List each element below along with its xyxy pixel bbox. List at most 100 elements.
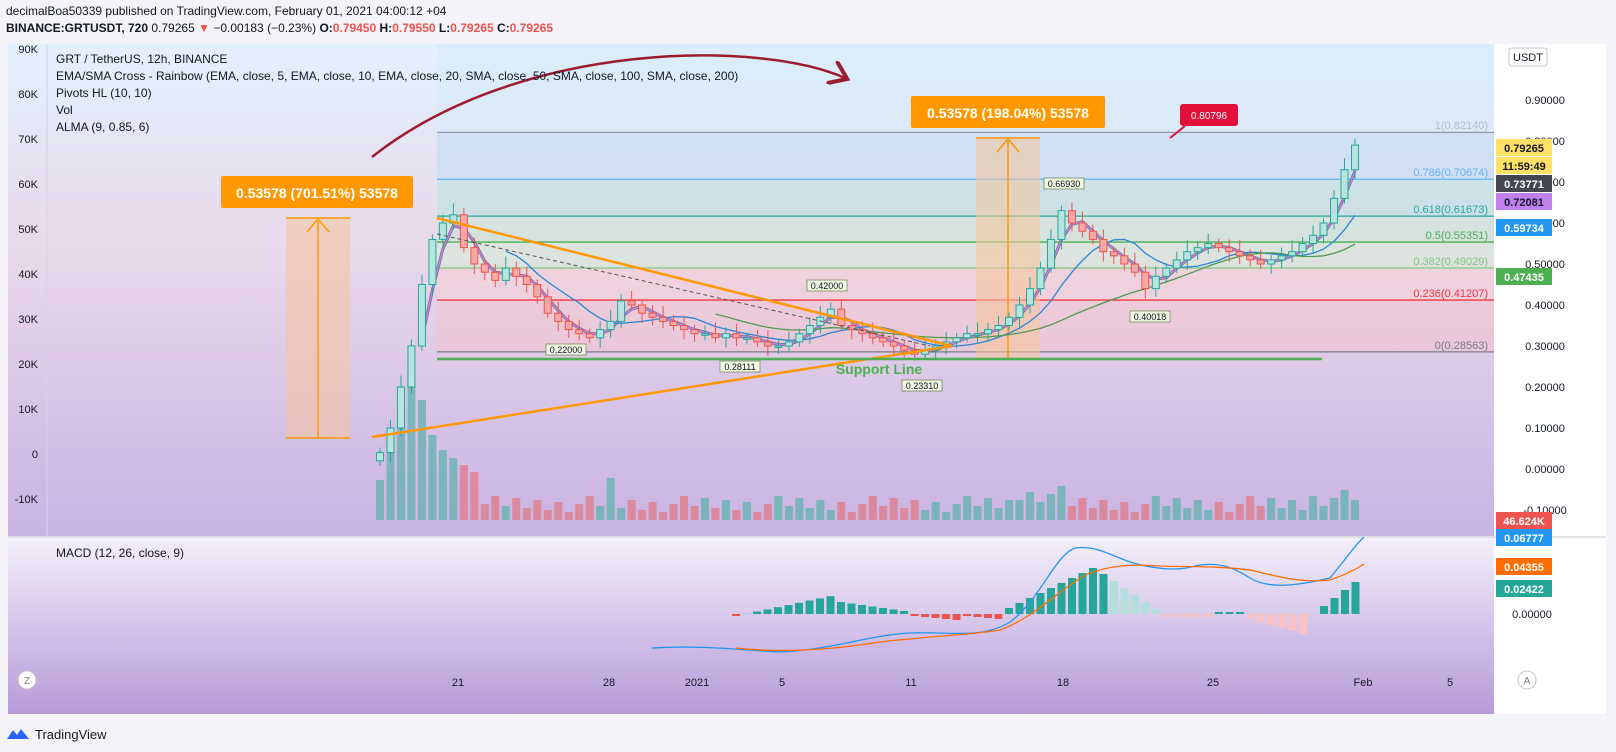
macd-histogram-bar xyxy=(1236,612,1244,614)
volume-bar xyxy=(763,504,772,520)
currency-button[interactable] xyxy=(1508,47,1548,67)
candle-body xyxy=(533,284,542,298)
price-tag-box xyxy=(1496,139,1552,156)
volume-bar xyxy=(1351,500,1359,520)
candle-body xyxy=(1078,222,1087,232)
open-value: 0.79450 xyxy=(332,21,377,35)
volume-bar xyxy=(984,498,993,520)
publish-info: decimalBoa50339 published on TradingView… xyxy=(6,4,447,18)
candle-body xyxy=(721,333,730,339)
legend-alma[interactable]: ALMA (9, 0.85, 6) xyxy=(56,120,149,134)
candle-body xyxy=(659,316,668,322)
brand-footer[interactable]: TradingView xyxy=(6,724,107,744)
macd-histogram-bar xyxy=(1330,598,1339,614)
range-label-1-box[interactable] xyxy=(221,176,413,208)
volume-bar xyxy=(1309,496,1318,520)
volume-bar xyxy=(1026,492,1034,520)
pivot-high-2: 0.42000 xyxy=(811,281,844,291)
low-value: 0.79265 xyxy=(450,21,494,35)
volume-bar xyxy=(1298,510,1307,520)
pivot-low-3: 0.23310 xyxy=(906,381,939,391)
volume-bar xyxy=(910,500,919,520)
macd-histogram-bar xyxy=(1215,612,1223,614)
macd-histogram-bar xyxy=(795,602,803,614)
macd-histogram-bar xyxy=(1005,608,1013,614)
time-axis-tick: 11 xyxy=(905,677,916,689)
macd-histogram-bar xyxy=(774,607,782,614)
range-label-1: 0.53578 (701.51%) 53578 xyxy=(236,185,398,201)
volume-bar xyxy=(491,496,500,520)
legend-title: GRT / TetherUS, 12h, BINANCE xyxy=(56,52,227,66)
candle-body xyxy=(1246,255,1255,261)
macd-axis-tick: 0.00000 xyxy=(1512,609,1552,621)
volume-bar xyxy=(659,512,668,520)
left-axis-tick: -10K xyxy=(15,494,39,506)
zoom-reset-button[interactable] xyxy=(17,670,37,690)
legend-ema-sma[interactable]: EMA/SMA Cross - Rainbow (EMA, close, 5, … xyxy=(56,69,738,83)
volume-bar xyxy=(952,504,961,520)
volume-bar xyxy=(1141,504,1150,520)
candle-body xyxy=(606,320,615,331)
candle-body xyxy=(1309,234,1318,245)
candle-body xyxy=(1330,197,1339,224)
volume-bar xyxy=(596,506,605,520)
range-label-2-box[interactable] xyxy=(911,96,1105,128)
macd-histogram-bar xyxy=(931,614,940,618)
candle-body xyxy=(1298,243,1307,253)
macd-legend[interactable]: MACD (12, 26, close, 9) xyxy=(56,546,184,560)
macd-histogram-bar xyxy=(879,608,887,614)
macd-histogram-bar xyxy=(826,596,835,614)
macd-histogram-bar xyxy=(1225,612,1234,614)
candle-body xyxy=(459,214,468,249)
macd-histogram-bar xyxy=(1299,614,1307,634)
volume-bar xyxy=(1214,502,1223,520)
price-tag-label: 11:59:49 xyxy=(1502,161,1545,173)
price-note-pointer xyxy=(1169,125,1186,139)
left-axis-tick: 70K xyxy=(18,134,38,146)
candle-body xyxy=(1277,255,1286,261)
volume-bar xyxy=(1246,496,1255,520)
fib-zone-0.236 xyxy=(437,300,1494,352)
macd-histogram-bar xyxy=(1341,590,1349,614)
macd-histogram-bar xyxy=(805,600,814,614)
volume-bar xyxy=(449,458,458,520)
legend-pivots[interactable]: Pivots HL (10, 10) xyxy=(56,86,152,100)
brand-name: TradingView xyxy=(35,726,107,742)
time-axis-tick: 5 xyxy=(1447,677,1453,689)
candle-body xyxy=(701,333,709,336)
candle-body xyxy=(732,333,741,339)
high-value: 0.79550 xyxy=(392,21,436,35)
price-tag-label: 0.73771 xyxy=(1504,179,1544,191)
macd-pane-background xyxy=(8,538,1494,714)
signal-line xyxy=(735,563,1365,652)
volume-bar xyxy=(879,506,888,520)
right-axis-tick: 0.20000 xyxy=(1525,382,1565,394)
volume-bar xyxy=(470,472,479,520)
volume-bar xyxy=(826,510,835,520)
macd-histogram-bar xyxy=(1194,614,1202,617)
candle-body xyxy=(617,300,626,322)
candle-body xyxy=(501,267,510,281)
volume-bar xyxy=(680,496,689,520)
macd-histogram-bar xyxy=(816,598,824,614)
price-tag-box xyxy=(1496,157,1552,174)
fib-label-0: 0(0.28563) xyxy=(1435,340,1488,352)
auto-scale-button[interactable] xyxy=(1517,670,1537,690)
left-axis-tick: 80K xyxy=(18,89,38,101)
volume-bar xyxy=(1036,502,1045,520)
candle-body xyxy=(1288,251,1297,257)
volume-bar xyxy=(1319,506,1328,520)
volume-bar xyxy=(690,506,699,520)
legend-vol[interactable]: Vol xyxy=(56,103,73,117)
macd-histogram-bar xyxy=(1351,582,1360,614)
volume-bar xyxy=(638,510,647,520)
candle-body xyxy=(742,337,751,340)
volume-bar xyxy=(1046,494,1055,520)
price-note-box[interactable] xyxy=(1180,104,1238,126)
price-chart[interactable]: 1(0.82140)0.786(0.70674)0.618(0.61673)0.… xyxy=(0,0,1616,722)
candle-body xyxy=(879,337,888,343)
macd-histogram-bar xyxy=(942,614,950,619)
candle-body xyxy=(805,325,814,335)
volume-bar xyxy=(1225,512,1234,520)
volume-bar xyxy=(501,506,510,520)
